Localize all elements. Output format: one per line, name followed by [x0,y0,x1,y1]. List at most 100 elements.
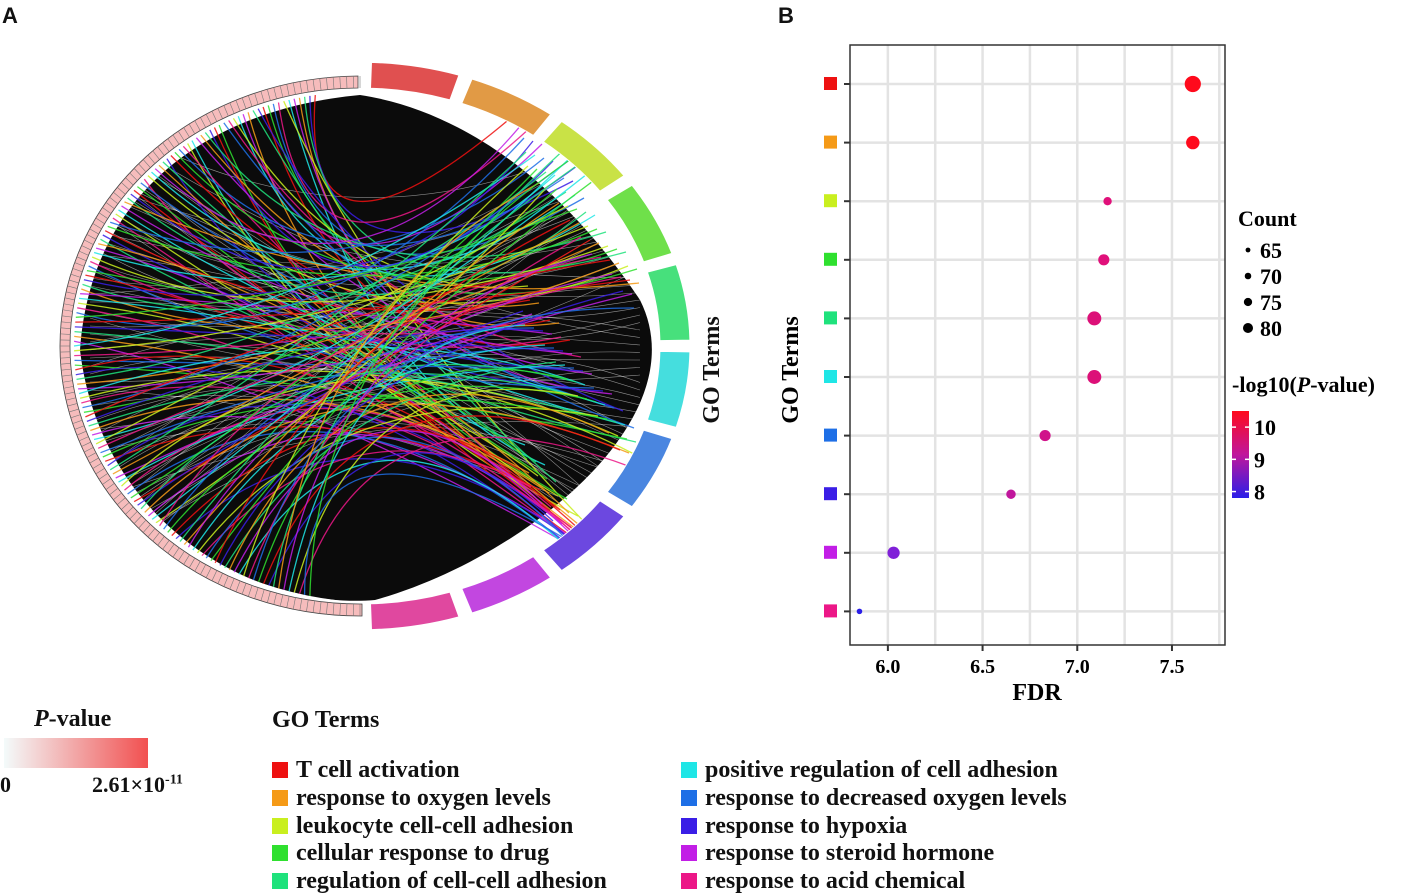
ring-tick [326,602,328,615]
y-axis-label: GO Terms [778,316,804,423]
ring-tick [279,594,284,607]
chord-line [257,368,568,584]
ring-tick [286,84,290,96]
chord-line [83,188,558,413]
chord-line [73,340,603,565]
chord-line [262,415,621,586]
chord-line [154,185,549,524]
ring-tick [273,593,277,605]
chord-ribbon [89,141,641,541]
chord-line [257,108,624,412]
chord-line [195,406,599,555]
chord-line [232,429,543,575]
chord-line [85,274,581,531]
chord-line [130,140,534,270]
chord-line [303,473,565,596]
plot-frame [849,44,1226,646]
ring-tick [60,363,71,365]
ring-tick [98,473,108,480]
chord-sector [606,429,673,508]
ring-tick [76,430,87,436]
ring-tick [72,419,83,424]
go-legend-label: cellular response to drug [296,840,550,867]
ring-tick [125,506,134,515]
ring-tick [286,596,290,608]
ring-tick [229,578,235,590]
chord-line [252,307,635,582]
y-tick-swatch [824,194,837,208]
ring-tick [217,108,223,119]
dot-plot-grid [850,45,1225,645]
ring-tick [299,598,303,611]
ring-tick [183,554,190,565]
chord-line [162,161,537,463]
ring-tick [162,540,170,550]
ring-tick [66,291,76,295]
chord-sector [646,264,691,342]
y-axis-ticks [824,77,850,618]
pvalue-gradient [4,738,148,768]
chord-line [91,245,609,303]
ring-tick [133,168,142,177]
chord-line [100,238,637,443]
ring-tick [105,483,115,490]
ring-tick [102,478,112,485]
ring-tick [79,250,89,256]
ring-tick [70,273,81,278]
go-legend-label: response to oxygen levels [296,784,551,811]
count-legend-dot [1245,247,1251,253]
count-legend-label: 65 [1260,238,1282,263]
chord-line [298,436,632,595]
ring-tick [178,131,185,141]
y-tick-swatch [824,604,837,618]
y-tick-swatch [824,252,837,266]
dot-points [856,75,1201,615]
pvalue-legend-title: P-value [34,706,112,732]
chord-line [309,128,618,597]
ring-tick [60,357,71,359]
chord-sectors [369,61,691,631]
chord-line [102,234,584,372]
pvalue-max-label: 2.61×10-11 [92,772,183,797]
ring-tick [61,315,72,318]
dot-point [1087,311,1102,326]
chord-line [78,302,539,477]
y-tick-swatch [824,487,837,501]
ring-tick [200,564,206,575]
chord-line [97,276,622,449]
ring-tick [188,123,196,135]
ring-tick [211,111,218,122]
ring-tick [69,408,79,413]
chord-line [127,430,605,579]
ring-tick [95,468,105,475]
ring-tick [102,207,112,214]
ring-tick [98,212,108,219]
ring-tick [121,182,130,190]
ring-tick [60,327,71,329]
chord-line [213,219,571,565]
chord-line [121,205,573,355]
chord-line [247,236,582,580]
ring-tick [133,515,142,524]
chord-line [187,273,613,549]
go-legend-label: positive regulation of cell adhesion [705,757,1058,783]
chord-sector [542,500,625,572]
chord-line [74,359,575,369]
chord-ribbon [89,385,641,503]
go-legend-swatch [681,873,697,890]
ring-tick [248,95,253,107]
count-legend-label: 80 [1260,316,1282,341]
ring-tick [339,76,341,89]
ring-tick [229,102,235,114]
ring-tick [267,591,271,603]
chord-line [75,208,578,318]
go-legend-swatch [272,873,288,890]
chord-line [82,191,567,311]
y-tick-swatch [824,311,837,325]
ring-tick [142,524,151,533]
ring-tick [267,89,271,101]
chord-line [86,269,528,460]
chord-line [85,259,611,418]
y-tick-swatch [824,370,837,383]
go-legend-label: response to steroid hormone [705,840,995,867]
